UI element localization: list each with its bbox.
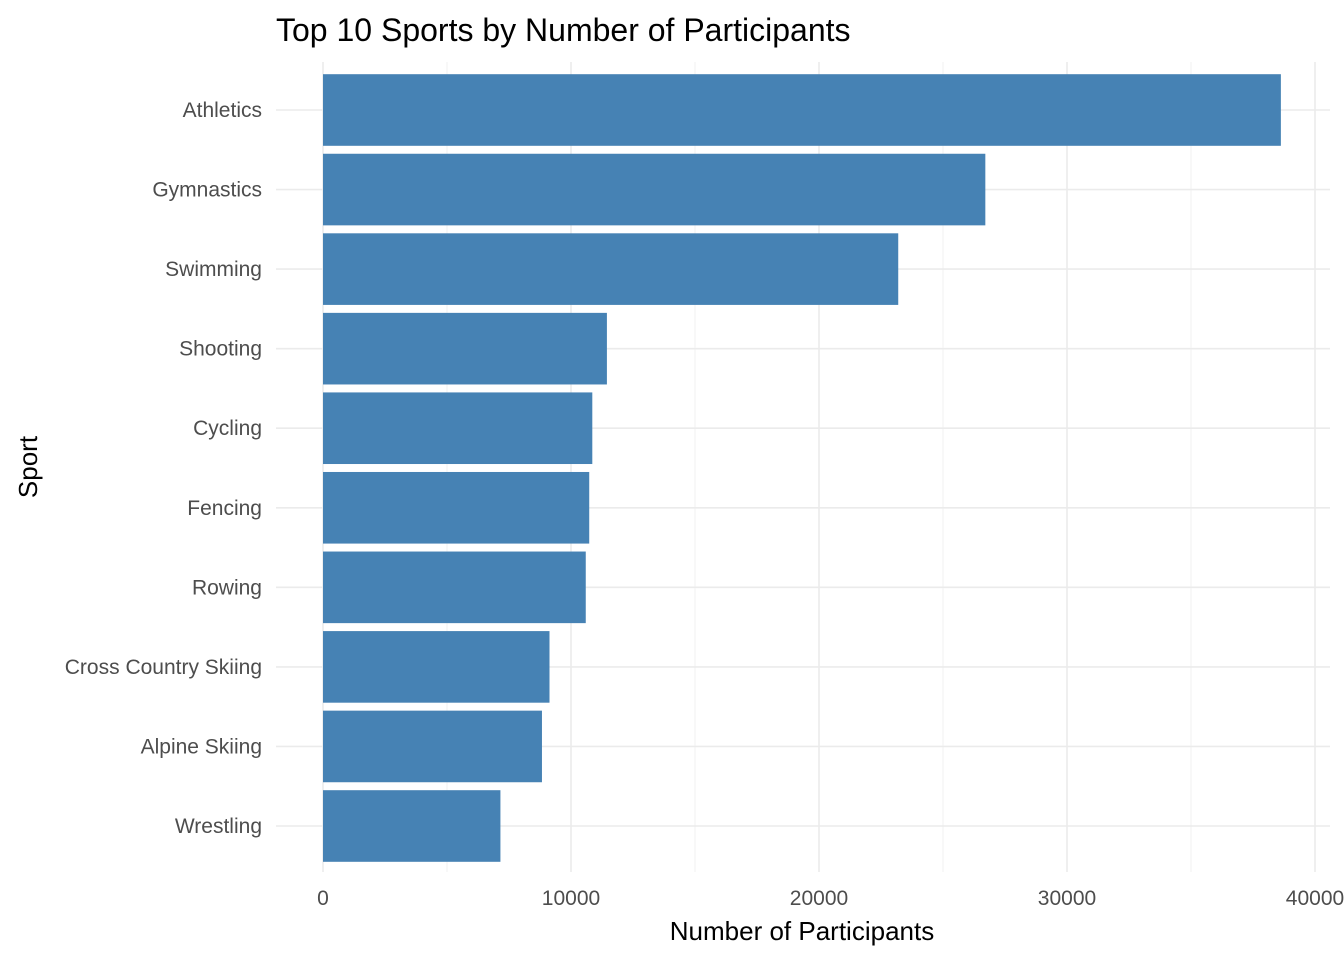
y-tick-label: Athletics [183, 99, 262, 122]
y-tick-label: Rowing [192, 576, 262, 599]
y-tick-label: Wrestling [175, 815, 262, 838]
y-tick-label: Shooting [179, 338, 262, 361]
y-tick-label: Swimming [165, 258, 262, 281]
bars [323, 74, 1281, 862]
y-axis-title: Sport [13, 435, 43, 498]
bar-rowing [323, 551, 586, 624]
bar-shooting [323, 312, 607, 385]
y-tick-labels: Athletics Gymnastics Swimming Shooting Cycli… [65, 99, 262, 838]
bar-cycling [323, 392, 593, 465]
x-tick-label: 20000 [790, 887, 848, 910]
x-tick-label: 10000 [542, 887, 600, 910]
bar-athletics [323, 74, 1281, 146]
x-tick-label: 0 [317, 887, 329, 910]
x-axis-title: Number of Participants [670, 916, 934, 946]
y-tick-label: Cycling [193, 417, 262, 440]
bar-alpine-skiing [323, 710, 542, 783]
y-tick-label: Alpine Skiing [141, 735, 262, 758]
y-tick-label: Fencing [187, 497, 262, 520]
y-tick-label: Gymnastics [152, 179, 262, 202]
bar-fencing [323, 471, 590, 544]
x-tick-label: 30000 [1038, 887, 1096, 910]
y-tick-label: Cross Country Skiing [65, 656, 262, 679]
x-tick-label: 40000 [1286, 887, 1344, 910]
bar-gymnastics [323, 153, 986, 226]
bar-wrestling [323, 790, 501, 862]
x-tick-labels: 0 10000 20000 30000 40000 [317, 887, 1344, 910]
bar-cross-country-skiing [323, 631, 550, 703]
chart-title: Top 10 Sports by Number of Participants [276, 12, 851, 48]
bar-swimming [323, 233, 899, 305]
